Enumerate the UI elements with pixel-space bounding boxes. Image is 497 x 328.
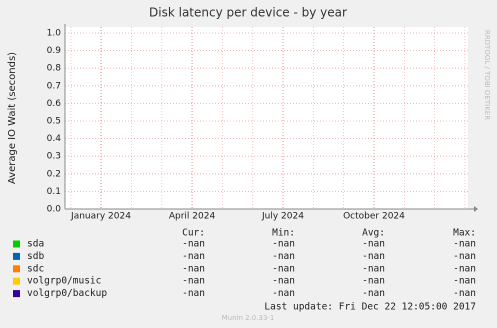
legend-swatch <box>13 240 20 248</box>
y-tick-label: 0.9 <box>47 46 62 56</box>
stat-value: -nan <box>453 251 476 262</box>
stat-value: -nan <box>362 251 385 262</box>
stat-value: -nan <box>182 239 205 250</box>
y-tick-label: 0.6 <box>47 99 62 109</box>
stat-value: -nan <box>362 276 385 287</box>
stat-value: -nan <box>272 263 295 274</box>
legend-swatch <box>13 265 20 273</box>
x-tick-label: October 2024 <box>343 212 405 222</box>
stat-value: -nan <box>272 239 295 250</box>
stat-value: -nan <box>272 276 295 287</box>
stat-value: -nan <box>453 276 476 287</box>
chart-title: Disk latency per device - by year <box>149 6 347 20</box>
stat-value: -nan <box>272 251 295 262</box>
legend-swatch <box>13 290 20 298</box>
stat-value: -nan <box>182 288 205 299</box>
y-tick-label: 0.3 <box>47 152 61 162</box>
legend-label: sdb <box>27 251 44 262</box>
y-tick-label: 1.0 <box>47 29 62 39</box>
stat-value: -nan <box>182 276 205 287</box>
stat-value: -nan <box>453 263 476 274</box>
legend-label: sdc <box>27 263 44 274</box>
footer: Munin 2.0.33-1 <box>222 314 275 322</box>
x-tick-label: April 2024 <box>169 212 216 222</box>
legend-label: sda <box>27 239 44 250</box>
plot-area <box>65 27 468 209</box>
last-update: Last update: Fri Dec 22 12:05:00 2017 <box>264 302 476 313</box>
y-tick-label: 0.0 <box>47 205 62 215</box>
stat-header: Min: <box>272 228 295 239</box>
y-tick-label: 0.4 <box>47 134 62 144</box>
x-tick-label: January 2024 <box>70 212 131 222</box>
stat-value: -nan <box>362 288 385 299</box>
y-tick-label: 0.1 <box>47 187 61 197</box>
y-tick-label: 0.7 <box>47 81 61 91</box>
stat-value: -nan <box>362 263 385 274</box>
stat-header: Max: <box>453 228 476 239</box>
stat-value: -nan <box>182 251 205 262</box>
stat-header: Cur: <box>182 228 205 239</box>
y-tick-label: 0.8 <box>47 64 62 74</box>
legend-swatch <box>13 252 20 260</box>
x-tick-label: July 2024 <box>261 212 304 222</box>
legend-swatch <box>13 277 20 285</box>
stat-value: -nan <box>272 288 295 299</box>
y-tick-label: 0.5 <box>47 117 61 127</box>
stat-header: Avg: <box>362 228 385 239</box>
stat-value: -nan <box>453 288 476 299</box>
stat-value: -nan <box>453 239 476 250</box>
y-axis-label: Average IO Wait (seconds) <box>7 52 18 184</box>
legend-label: volgrp0/music <box>27 276 101 287</box>
stat-value: -nan <box>182 263 205 274</box>
y-tick-label: 0.2 <box>47 169 61 179</box>
stat-value: -nan <box>362 239 385 250</box>
axis-arrow <box>474 206 478 212</box>
legend-label: volgrp0/backup <box>27 288 107 299</box>
side-label: RRDTOOL / TOBI OETIKER <box>483 30 491 120</box>
